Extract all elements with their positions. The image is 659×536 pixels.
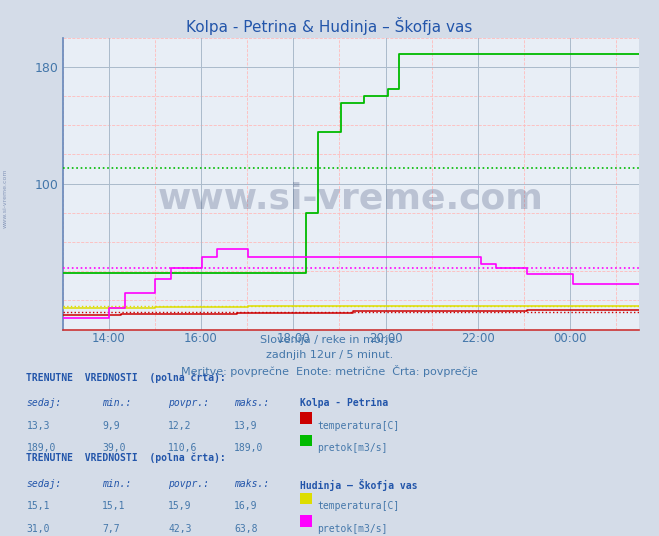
Text: Kolpa - Petrina & Hudinja – Škofja vas: Kolpa - Petrina & Hudinja – Škofja vas: [186, 17, 473, 35]
Text: Kolpa - Petrina: Kolpa - Petrina: [300, 398, 388, 408]
Text: pretok[m3/s]: pretok[m3/s]: [317, 524, 387, 534]
Text: 63,8: 63,8: [234, 524, 258, 534]
Text: maks.:: maks.:: [234, 479, 269, 489]
Text: 13,9: 13,9: [234, 421, 258, 431]
Text: 12,2: 12,2: [168, 421, 192, 431]
Text: 15,1: 15,1: [26, 501, 50, 511]
Text: 39,0: 39,0: [102, 443, 126, 453]
Text: sedaj:: sedaj:: [26, 479, 61, 489]
Text: 9,9: 9,9: [102, 421, 120, 431]
Text: min.:: min.:: [102, 479, 132, 489]
Text: www.si-vreme.com: www.si-vreme.com: [158, 181, 544, 215]
Text: TRENUTNE  VREDNOSTI  (polna črta):: TRENUTNE VREDNOSTI (polna črta):: [26, 453, 226, 464]
Text: 7,7: 7,7: [102, 524, 120, 534]
Text: povpr.:: povpr.:: [168, 479, 209, 489]
Text: sedaj:: sedaj:: [26, 398, 61, 408]
Text: temperatura[C]: temperatura[C]: [317, 501, 399, 511]
Text: 189,0: 189,0: [26, 443, 56, 453]
Text: 13,3: 13,3: [26, 421, 50, 431]
Text: TRENUTNE  VREDNOSTI  (polna črta):: TRENUTNE VREDNOSTI (polna črta):: [26, 373, 226, 383]
Text: temperatura[C]: temperatura[C]: [317, 421, 399, 431]
Text: min.:: min.:: [102, 398, 132, 408]
Text: Slovenija / reke in morje.: Slovenija / reke in morje.: [260, 335, 399, 345]
Text: zadnjih 12ur / 5 minut.: zadnjih 12ur / 5 minut.: [266, 350, 393, 360]
Text: 42,3: 42,3: [168, 524, 192, 534]
Text: pretok[m3/s]: pretok[m3/s]: [317, 443, 387, 453]
Text: 110,6: 110,6: [168, 443, 198, 453]
Text: 15,9: 15,9: [168, 501, 192, 511]
Text: 15,1: 15,1: [102, 501, 126, 511]
Text: www.si-vreme.com: www.si-vreme.com: [3, 168, 8, 228]
Text: povpr.:: povpr.:: [168, 398, 209, 408]
Text: maks.:: maks.:: [234, 398, 269, 408]
Text: Meritve: povprečne  Enote: metrične  Črta: povprečje: Meritve: povprečne Enote: metrične Črta:…: [181, 365, 478, 377]
Text: Hudinja – Škofja vas: Hudinja – Škofja vas: [300, 479, 417, 490]
Text: 189,0: 189,0: [234, 443, 264, 453]
Text: 31,0: 31,0: [26, 524, 50, 534]
Text: 16,9: 16,9: [234, 501, 258, 511]
